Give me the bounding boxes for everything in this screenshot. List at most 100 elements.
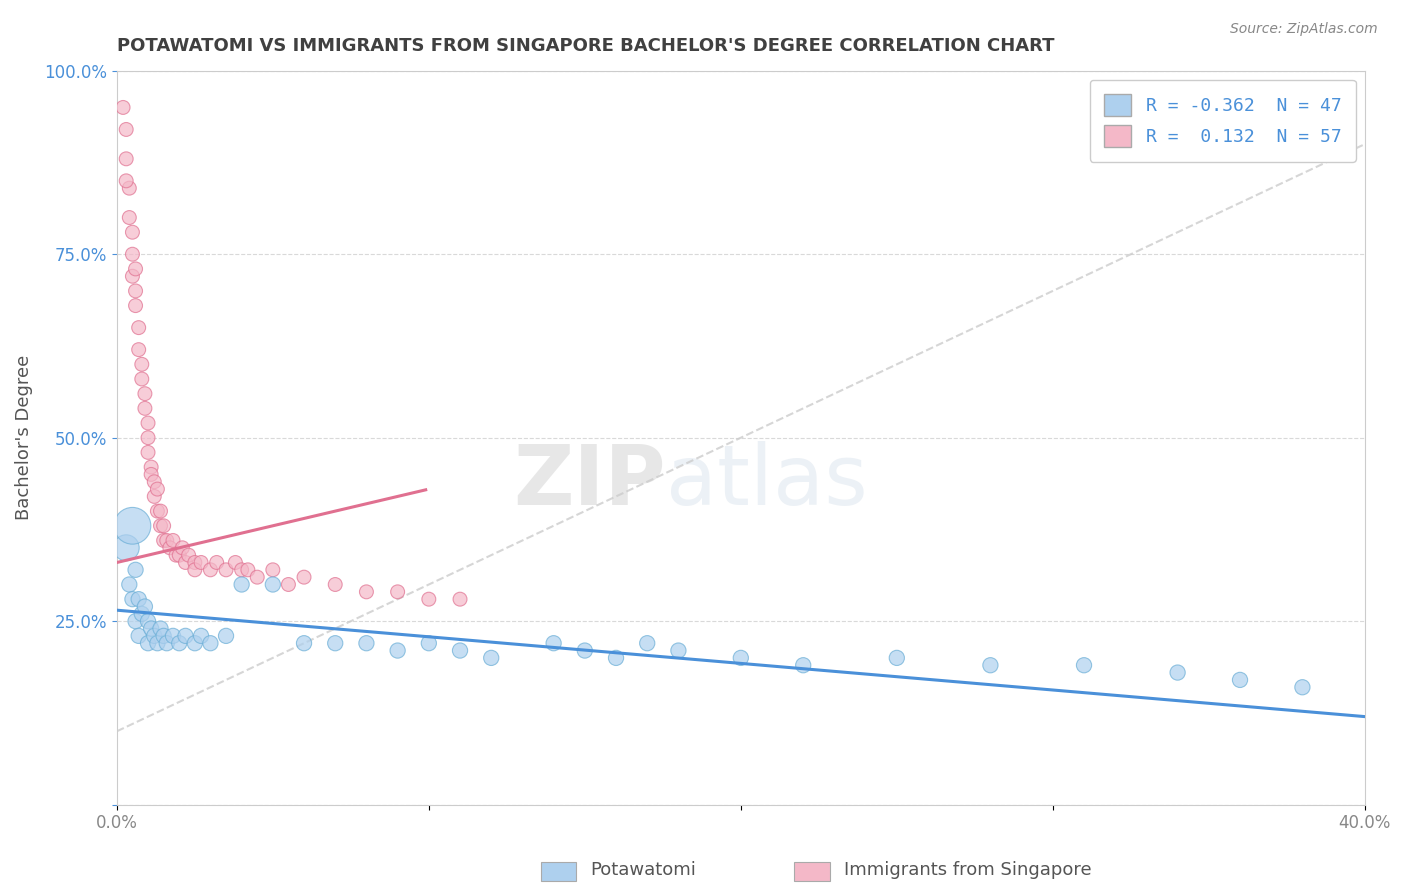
Point (231, 577, 253, 591)
Point (121, 225, 143, 239)
Point (177, 548, 200, 562)
Point (205, 556, 228, 570)
Point (121, 269, 143, 284)
Point (886, 651, 908, 665)
Point (112, 100, 135, 114)
Point (449, 592, 471, 607)
Point (184, 556, 207, 570)
Point (1229, 673, 1251, 687)
Point (152, 518, 174, 533)
Point (131, 372, 153, 386)
Legend: R = -0.362  N = 47, R =  0.132  N = 57: R = -0.362 N = 47, R = 0.132 N = 57 (1090, 79, 1355, 161)
Point (128, 343, 150, 357)
Point (128, 629, 150, 643)
Point (141, 460, 163, 475)
Point (124, 299, 146, 313)
Text: Potawatomi: Potawatomi (591, 861, 696, 879)
Point (636, 636, 658, 650)
Point (277, 577, 299, 591)
Point (323, 577, 346, 591)
Point (246, 570, 269, 584)
Point (231, 563, 253, 577)
Point (979, 658, 1001, 673)
Point (190, 556, 212, 570)
Text: atlas: atlas (666, 442, 868, 522)
Point (128, 320, 150, 334)
Point (184, 636, 207, 650)
Point (292, 636, 315, 650)
Point (136, 431, 159, 445)
Point (141, 622, 163, 636)
Point (156, 636, 179, 650)
Point (136, 614, 159, 628)
Point (190, 629, 212, 643)
Point (124, 563, 146, 577)
Point (1291, 680, 1313, 694)
Point (143, 475, 166, 489)
Point (215, 629, 238, 643)
Point (131, 357, 153, 371)
Point (121, 518, 143, 533)
Point (141, 467, 163, 482)
Text: Immigrants from Singapore: Immigrants from Singapore (844, 861, 1091, 879)
Point (149, 518, 172, 533)
Point (136, 416, 159, 430)
Point (118, 577, 141, 591)
Point (200, 563, 222, 577)
Point (1167, 665, 1189, 680)
Point (184, 563, 207, 577)
Point (162, 629, 184, 643)
Point (172, 541, 194, 555)
Point (730, 651, 752, 665)
Point (149, 622, 172, 636)
Point (146, 482, 169, 496)
Point (1073, 658, 1095, 673)
Point (156, 533, 179, 548)
Point (124, 284, 146, 298)
Point (143, 490, 166, 504)
Point (356, 584, 378, 599)
Point (418, 592, 440, 607)
Point (143, 629, 166, 643)
Point (224, 556, 246, 570)
Point (121, 592, 143, 607)
Point (124, 261, 146, 276)
Point (115, 174, 138, 188)
Point (136, 445, 159, 459)
Point (356, 636, 378, 650)
Point (124, 614, 146, 628)
Point (449, 643, 471, 657)
Point (134, 401, 156, 416)
Point (262, 563, 284, 577)
Point (323, 636, 346, 650)
Point (152, 629, 174, 643)
Point (418, 636, 440, 650)
Point (167, 636, 190, 650)
Point (115, 122, 138, 136)
Point (167, 548, 190, 562)
Point (543, 636, 565, 650)
Point (115, 541, 138, 555)
Point (215, 563, 238, 577)
Y-axis label: Bachelor's Degree: Bachelor's Degree (15, 355, 32, 520)
Point (118, 211, 141, 225)
Point (387, 643, 409, 657)
Point (668, 643, 690, 657)
Point (149, 504, 172, 518)
Point (236, 563, 259, 577)
Point (146, 636, 169, 650)
Point (134, 599, 156, 614)
Point (131, 607, 153, 621)
Point (200, 636, 222, 650)
Point (118, 181, 141, 195)
Point (479, 651, 502, 665)
Point (115, 152, 138, 166)
Point (792, 658, 814, 673)
Point (159, 541, 181, 555)
Point (134, 386, 156, 401)
Point (605, 651, 627, 665)
Point (387, 584, 409, 599)
Point (174, 629, 197, 643)
Point (174, 556, 197, 570)
Point (292, 570, 315, 584)
